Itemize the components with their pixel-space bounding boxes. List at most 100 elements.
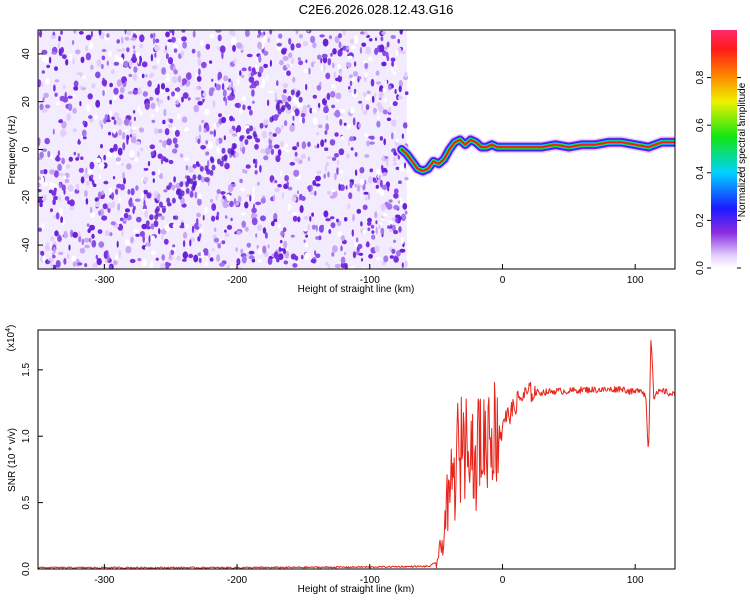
spectrogram-noise-cell — [397, 38, 400, 44]
spectrogram-noise-cell — [309, 107, 313, 114]
spectrogram-noise-cell — [72, 94, 76, 98]
spectrogram-noise-cell — [293, 169, 300, 177]
spectrogram-noise-cell — [260, 84, 265, 89]
colorbar-label: Normalized spectral amplitude — [737, 82, 748, 217]
spectrogram-noise-cell — [319, 34, 325, 38]
spectrogram-noise-cell — [193, 180, 198, 187]
spectrogram-noise-cell — [128, 60, 133, 68]
spectrogram-noise-cell — [46, 64, 51, 69]
spectrogram-noise-cell — [173, 215, 176, 220]
spectrogram-noise-cell — [138, 55, 142, 64]
spectrogram-noise-cell — [173, 176, 176, 183]
spectrogram-noise-cell — [166, 185, 171, 191]
spectrogram-noise-cell — [231, 88, 234, 97]
spectrogram-noise-cell — [157, 128, 163, 134]
spectrogram-noise-cell — [381, 61, 387, 67]
spectrogram-noise-cell — [209, 130, 214, 135]
spectrogram-noise-cell — [367, 221, 372, 227]
spectrogram-noise-cell — [401, 133, 405, 139]
spectrogram-noise-cell — [86, 223, 90, 227]
spectrogram-noise-cell — [215, 138, 219, 146]
spectrogram-noise-cell — [40, 250, 45, 256]
spectrogram-noise-cell — [195, 161, 200, 167]
spectrogram-noise-cell — [106, 60, 110, 66]
spectrogram-noise-cell — [345, 153, 350, 159]
spectrogram-noise-cell — [169, 30, 173, 33]
spectrogram-noise-cell — [115, 253, 118, 261]
spectrogram-noise-cell — [269, 30, 273, 35]
spectrogram-noise-cell — [146, 192, 152, 199]
spectrogram-noise-cell — [153, 127, 159, 135]
spectrogram-noise-cell — [382, 109, 388, 115]
spectrogram-noise-cell — [241, 96, 247, 102]
spectrogram-noise-cell — [324, 164, 328, 173]
spectrogram-noise-cell — [182, 92, 189, 99]
spectrogram-noise-cell — [260, 197, 266, 204]
spectrogram-noise-cell — [67, 95, 73, 99]
spectrogram-noise-cell — [367, 192, 371, 200]
spectrogram-noise-cell — [239, 109, 243, 115]
spectrogram-noise-cell — [365, 104, 370, 111]
spectrogram-noise-cell — [347, 203, 350, 210]
spectrogram-noise-cell — [380, 36, 384, 42]
spectrogram-noise-cell — [379, 189, 385, 197]
spectrogram-noise-cell — [331, 62, 335, 69]
spectrogram-noise-cell — [57, 235, 62, 242]
spectrogram-noise-cell — [251, 89, 255, 97]
spectrogram-noise-cell — [112, 95, 118, 100]
spectrogram-noise-cell — [103, 154, 106, 161]
spectrogram-noise-cell — [50, 35, 56, 39]
spectrogram-noise-cell — [182, 41, 188, 49]
spectrogram-noise-cell — [78, 167, 84, 173]
spectrogram-noise-cell — [363, 109, 368, 115]
spectrogram-noise-cell — [211, 203, 217, 211]
svg-text:(x104): (x104) — [5, 325, 17, 352]
spectrogram-noise-cell — [172, 30, 175, 36]
spectrogram-noise-cell — [390, 57, 396, 62]
spectrogram-noise-cell — [175, 100, 179, 105]
spectrogram-noise-cell — [290, 89, 295, 96]
spectrogram-noise-cell — [124, 36, 130, 41]
spectrogram-marks — [38, 30, 675, 269]
spectrogram-noise-cell — [241, 74, 245, 79]
spectrogram-noise-cell — [143, 176, 149, 183]
spectrogram-noise-cell — [327, 58, 332, 66]
spectrogram-noise-cell — [164, 87, 170, 93]
spectrogram-noise-cell — [133, 30, 136, 34]
spectrogram-noise-cell — [79, 85, 85, 89]
spectrogram-noise-cell — [281, 191, 284, 200]
spectrogram-noise-cell — [139, 110, 143, 117]
spectrogram-noise-cell — [183, 231, 188, 239]
spectrogram-noise-cell — [136, 151, 140, 158]
spectrogram-noise-cell — [189, 239, 192, 247]
spectrogram-noise-cell — [277, 183, 282, 188]
spectrogram-noise-cell — [123, 177, 126, 185]
spectrogram-noise-cell — [258, 66, 264, 74]
spectrogram-noise-cell — [233, 198, 237, 205]
spectrogram-noise-cell — [161, 254, 165, 261]
spectrogram-noise-cell — [282, 56, 289, 61]
spectrogram-noise-cell — [338, 170, 344, 174]
spectrogram-noise-cell — [345, 185, 348, 190]
spectrogram-noise-cell — [42, 182, 49, 187]
spectrogram-noise-cell — [269, 116, 274, 123]
spectrogram-noise-cell — [391, 132, 394, 140]
spectrogram-noise-cell — [351, 77, 355, 82]
spectrogram-noise-cell — [178, 38, 181, 44]
spectrogram-noise-cell — [197, 100, 203, 106]
spectrogram-noise-cell — [334, 263, 341, 269]
spectrogram-noise-cell — [195, 218, 199, 225]
spectrogram-noise-cell — [150, 33, 154, 39]
spectrogram-noise-cell — [116, 183, 123, 189]
spectrogram-noise-cell — [372, 177, 376, 181]
spectrogram-noise-cell — [133, 49, 136, 55]
spectrogram-noise-cell — [161, 67, 167, 75]
spectrogram-noise-cell — [312, 180, 317, 186]
spectrogram-noise-cell — [375, 220, 378, 225]
spectrogram-noise-cell — [352, 117, 356, 126]
spectrogram-noise-cell — [154, 38, 160, 43]
spectrogram-noise-cell — [160, 156, 164, 165]
snr-panel: -300 -200 -100 0 100 0.0 0.5 1.0 1.5 Height of … — [5, 325, 676, 595]
spectrogram-noise-cell — [232, 143, 237, 150]
spectrogram-noise-cell — [247, 105, 252, 110]
